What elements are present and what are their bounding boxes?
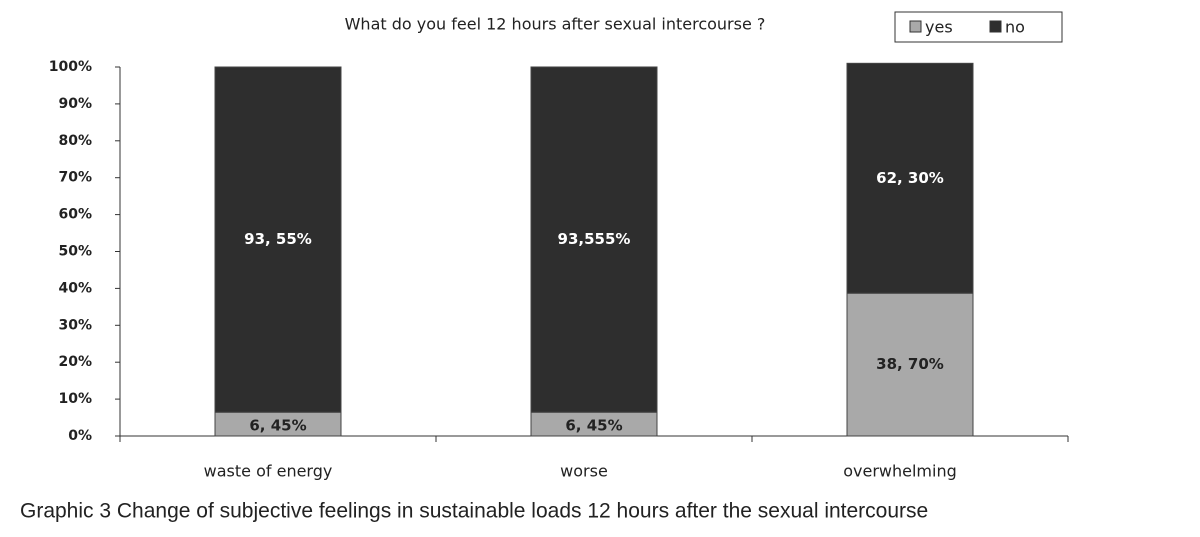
legend-swatch xyxy=(989,20,1002,33)
value-label: 62, 30% xyxy=(876,169,944,187)
value-label: 38, 70% xyxy=(876,355,944,373)
legend-box xyxy=(894,11,1063,43)
y-tick-label: 50% xyxy=(58,244,92,260)
bar-segment xyxy=(846,292,974,437)
y-tick-label: 80% xyxy=(58,133,92,149)
value-label: 93,555% xyxy=(558,230,631,248)
bar-segment xyxy=(214,66,342,413)
y-tick-label: 10% xyxy=(58,391,92,407)
y-tick-label: 70% xyxy=(58,170,92,186)
caption: Graphic 3 Change of subjective feelings … xyxy=(20,500,928,523)
x-tick-label: waste of energy xyxy=(204,462,333,481)
y-tick-label: 100% xyxy=(49,59,92,75)
value-label: 93, 55% xyxy=(244,230,312,248)
x-tick-label: worse xyxy=(560,462,608,481)
y-tick-label: 40% xyxy=(58,280,92,296)
y-tick-label: 0% xyxy=(68,428,92,444)
legend-label: yes xyxy=(925,18,953,37)
y-tick-label: 60% xyxy=(58,207,92,223)
legend-swatch xyxy=(909,20,922,33)
value-label: 6, 45% xyxy=(565,417,622,435)
chart-title: What do you feel 12 hours after sexual i… xyxy=(345,15,766,34)
bar-segment xyxy=(530,66,658,413)
x-tick-label: overwhelming xyxy=(843,462,957,481)
y-tick-label: 30% xyxy=(58,317,92,333)
legend-label: no xyxy=(1005,18,1025,37)
y-tick-label: 90% xyxy=(58,96,92,112)
value-label: 6, 45% xyxy=(249,417,306,435)
bar-segment xyxy=(846,62,974,294)
y-tick-label: 20% xyxy=(58,354,92,370)
